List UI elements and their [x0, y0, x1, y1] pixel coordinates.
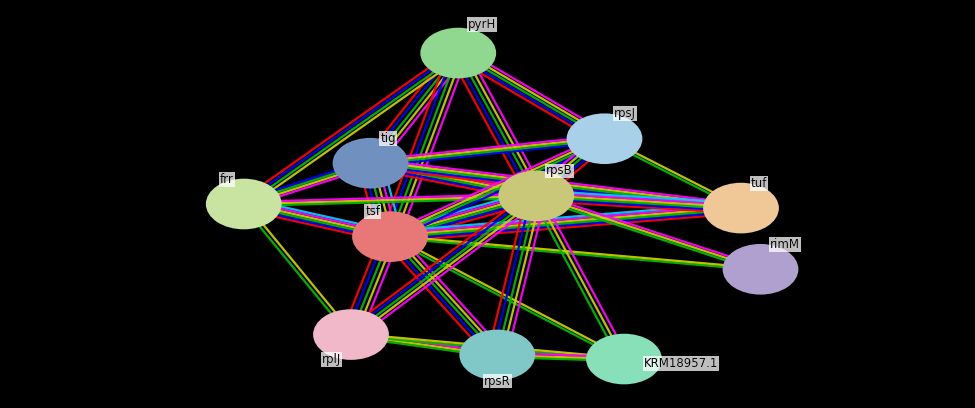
Text: frr: frr: [220, 173, 234, 186]
Text: frr: frr: [220, 173, 234, 186]
Ellipse shape: [314, 310, 388, 359]
Ellipse shape: [499, 171, 573, 220]
Text: tsf: tsf: [366, 205, 380, 218]
Ellipse shape: [587, 335, 661, 384]
Text: rimM: rimM: [770, 238, 800, 251]
Text: rpsB: rpsB: [546, 164, 572, 177]
Text: pyrH: pyrH: [468, 18, 496, 31]
Text: rplJ: rplJ: [322, 353, 341, 366]
Ellipse shape: [460, 330, 534, 379]
Text: rimM: rimM: [770, 238, 800, 251]
Text: rpsR: rpsR: [484, 375, 511, 388]
Text: KRM18957.1: KRM18957.1: [644, 357, 718, 370]
Text: rpsR: rpsR: [484, 375, 511, 388]
Ellipse shape: [333, 139, 408, 188]
Ellipse shape: [567, 114, 642, 163]
Text: tsf: tsf: [366, 205, 380, 218]
Text: rpsJ: rpsJ: [614, 107, 637, 120]
Ellipse shape: [207, 180, 281, 228]
Ellipse shape: [353, 212, 427, 261]
Text: KRM18957.1: KRM18957.1: [644, 357, 718, 370]
Ellipse shape: [421, 29, 495, 78]
Text: tuf: tuf: [751, 177, 767, 190]
Text: pyrH: pyrH: [468, 18, 496, 31]
Text: tig: tig: [380, 132, 396, 145]
Text: tig: tig: [380, 132, 396, 145]
Text: rpsB: rpsB: [546, 164, 572, 177]
Text: rplJ: rplJ: [322, 353, 341, 366]
Text: rpsJ: rpsJ: [614, 107, 637, 120]
Text: tuf: tuf: [751, 177, 767, 190]
Ellipse shape: [723, 245, 798, 294]
Ellipse shape: [704, 184, 778, 233]
